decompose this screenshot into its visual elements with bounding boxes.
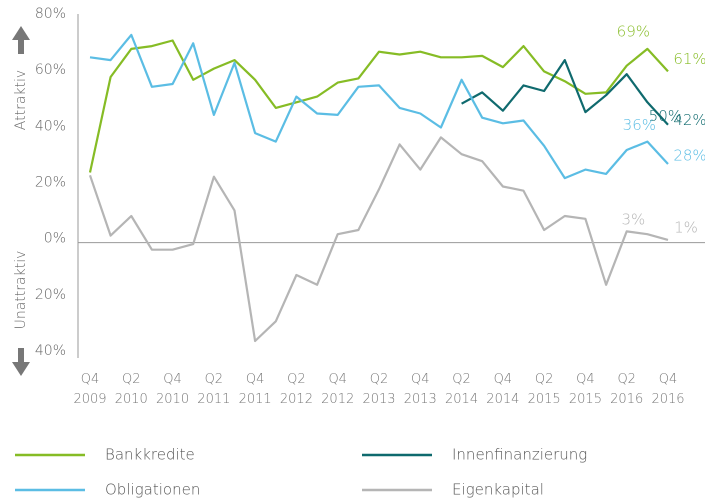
legend-label: Obligationen — [105, 481, 200, 499]
value-label: 61% — [673, 50, 705, 68]
x-tick-label: Q4 2014 — [486, 372, 520, 407]
y-label-top: Attraktiv — [13, 70, 29, 130]
x-tick-label: Q4 2010 — [156, 372, 190, 407]
x-tick-label: Q2 2016 — [610, 372, 644, 407]
y-tick-label: 40% — [35, 343, 66, 359]
x-tick-label: Q4 2013 — [403, 372, 437, 407]
legend-label: Eigenkapital — [452, 481, 544, 499]
line-series — [88, 136, 669, 343]
line-series — [88, 39, 669, 173]
value-label: 42% — [673, 111, 705, 129]
arrow-up — [12, 26, 30, 54]
legend-label: Innenfinanzierung — [452, 446, 587, 464]
arrow-down — [12, 348, 30, 376]
y-tick-label: 20% — [35, 287, 66, 303]
legend-label: Bankkredite — [105, 446, 195, 464]
x-tick-label: Q4 2012 — [321, 372, 355, 407]
y-tick-label: 20% — [35, 175, 66, 191]
x-tick-label: Q4 2015 — [568, 372, 602, 407]
y-tick-label: 60% — [35, 62, 66, 78]
y-tick-label: 80% — [35, 6, 66, 22]
line-series — [461, 59, 669, 126]
line-series — [89, 33, 669, 180]
x-tick-label: Q2 2012 — [279, 372, 313, 407]
x-tick-label: Q2 2011 — [197, 372, 231, 407]
value-label: 3% — [621, 211, 645, 229]
y-label-bottom: Unattraktiv — [13, 251, 29, 330]
value-label: 28% — [673, 147, 705, 165]
y-tick-label: 40% — [35, 118, 66, 134]
value-label: 36% — [623, 116, 656, 134]
value-label: 69% — [617, 22, 650, 40]
y-tick-label: 0% — [44, 231, 66, 247]
value-label: 1% — [674, 218, 698, 236]
x-tick-label: Q2 2010 — [114, 372, 148, 407]
x-tick-label: Q4 2011 — [238, 372, 272, 407]
x-tick-label: Q4 2016 — [651, 372, 685, 407]
x-tick-label: Q4 2009 — [73, 372, 107, 407]
value-label: 50% — [649, 107, 682, 125]
x-tick-label: Q2 2015 — [527, 372, 561, 407]
x-tick-label: Q2 2014 — [445, 372, 479, 407]
x-tick-label: Q2 2013 — [362, 372, 396, 407]
